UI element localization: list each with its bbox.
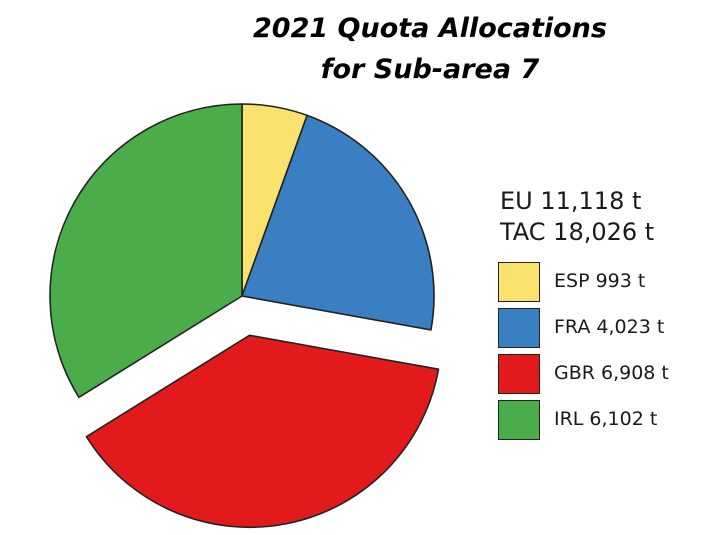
pie-slice-gbr (85, 334, 440, 529)
legend-label-irl: IRL 6,102 t (554, 408, 658, 430)
legend-label-fra: FRA 4,023 t (554, 316, 665, 338)
chart-title-line-2: for Sub-area 7 (320, 54, 540, 85)
chart-title: 2021 Quota Allocations for Sub-area 7 (205, 8, 655, 90)
legend-swatch-irl (498, 400, 540, 440)
legend-swatch-gbr (498, 354, 540, 394)
legend-swatch-esp (498, 262, 540, 302)
eu-total: EU 11,118 t (500, 187, 642, 215)
pie-slice-irl (49, 103, 243, 399)
pie-slice-fra (241, 114, 435, 331)
legend-swatch-fra (498, 308, 540, 348)
quota-summary: EU 11,118 t TAC 18,026 t (500, 186, 654, 248)
legend-label-esp: ESP 993 t (554, 270, 646, 292)
tac-total: TAC 18,026 t (500, 218, 655, 246)
chart-title-line-1: 2021 Quota Allocations (253, 13, 607, 44)
legend-label-gbr: GBR 6,908 t (554, 362, 669, 384)
